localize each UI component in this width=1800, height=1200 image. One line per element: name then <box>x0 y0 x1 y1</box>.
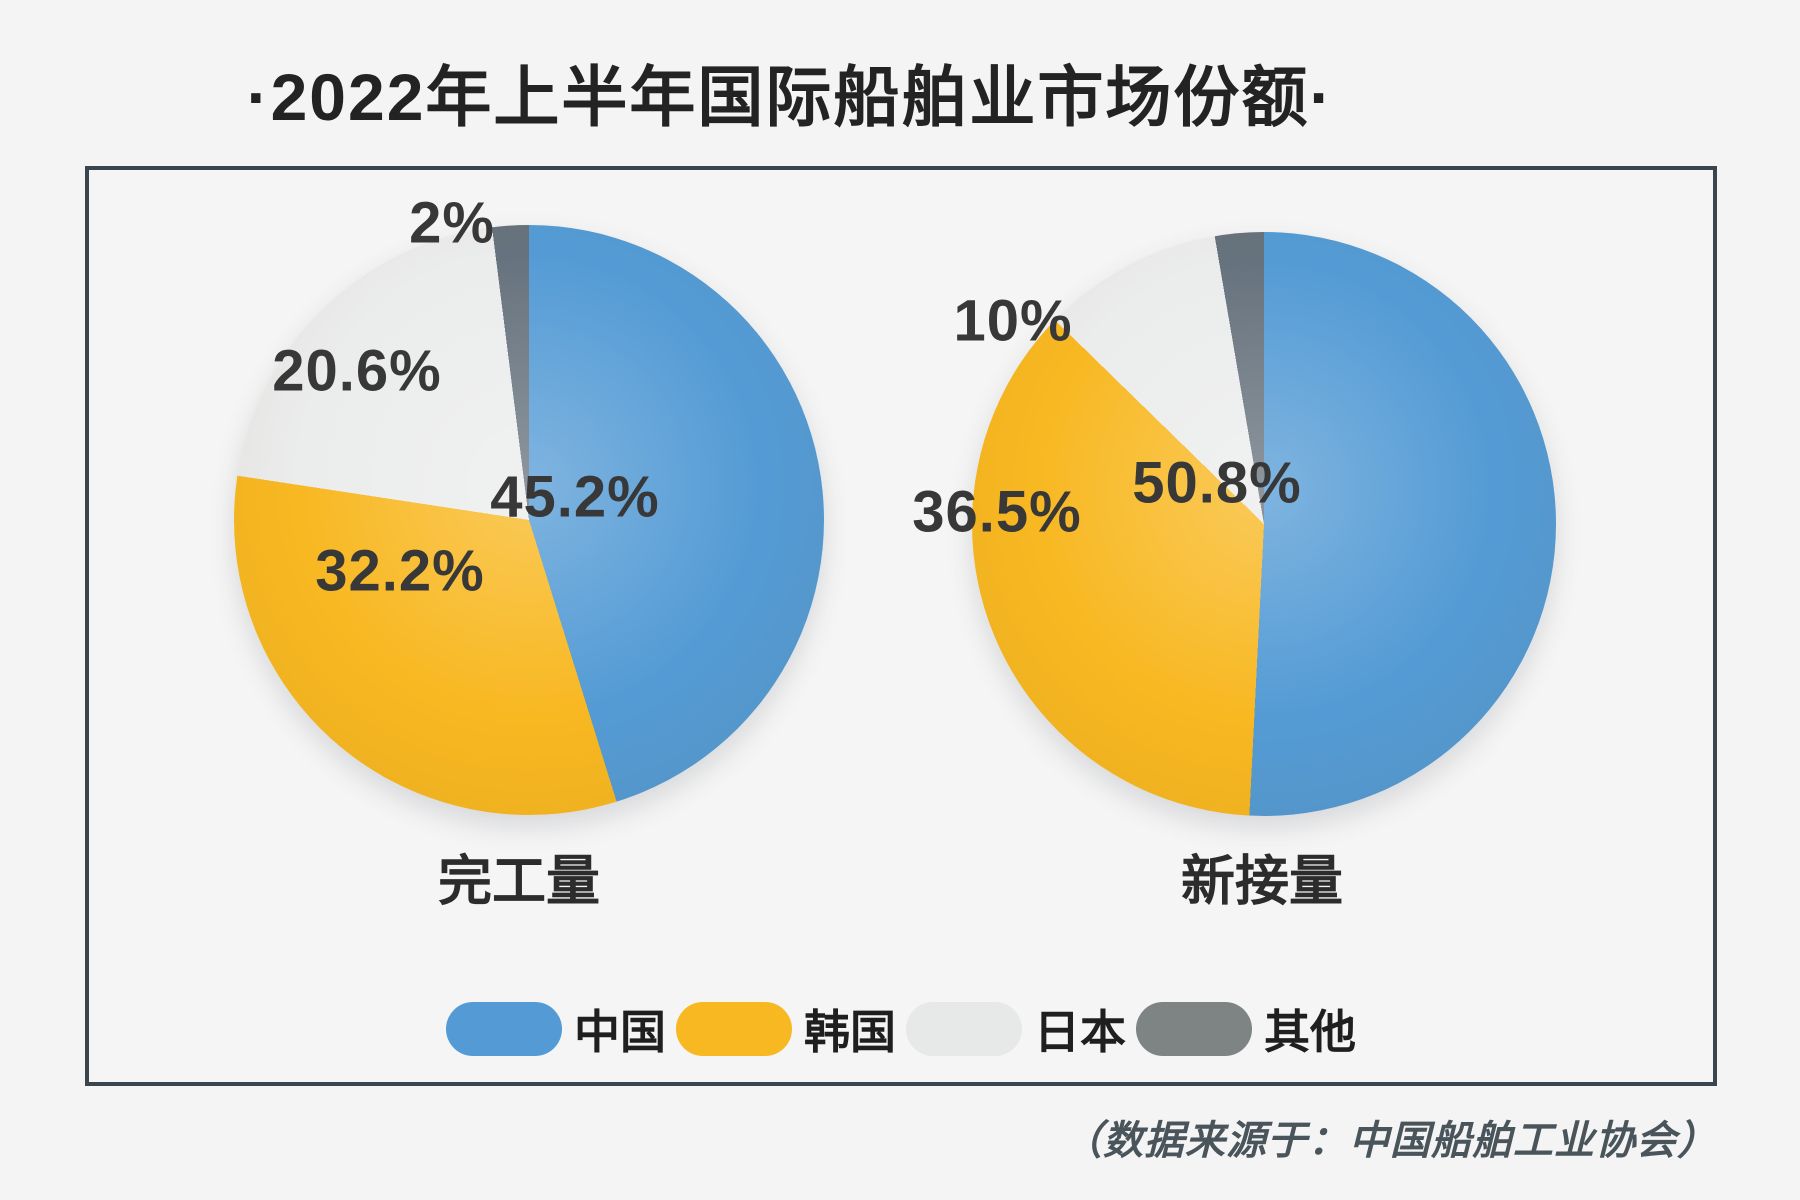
legend-swatch-korea <box>676 1002 792 1056</box>
legend-item-other: 其他 <box>1136 996 1356 1062</box>
legend-swatch-china <box>446 1002 562 1056</box>
legend-swatch-other <box>1136 1002 1252 1056</box>
data-source-note: （数据来源于：中国船舶工业协会） <box>1062 1119 1718 1163</box>
pie-caption-completion: 完工量 <box>438 851 600 912</box>
legend: 中国 韩国 日本 其他 <box>85 996 1717 1062</box>
page-title: ·2022年上半年国际船舶业市场份额· <box>246 60 1334 134</box>
slice-label-completion-other: 2% <box>409 190 495 256</box>
slice-label-completion-korea: 32.2% <box>315 538 485 604</box>
slice-label-completion-japan: 20.6% <box>272 338 442 404</box>
slice-label-neworders-korea: 36.5% <box>912 479 1082 545</box>
legend-label-japan: 日本 <box>1034 1006 1126 1058</box>
slice-label-completion-china: 45.2% <box>490 464 660 530</box>
slice-label-neworders-japan: 10% <box>953 288 1073 354</box>
pie-caption-new-orders: 新接量 <box>1181 851 1343 912</box>
legend-label-other: 其他 <box>1264 1006 1356 1058</box>
legend-swatch-japan <box>906 1002 1022 1056</box>
legend-label-korea: 韩国 <box>804 1006 896 1058</box>
legend-item-china: 中国 <box>446 996 666 1062</box>
legend-item-japan: 日本 <box>906 996 1126 1062</box>
legend-item-korea: 韩国 <box>676 996 896 1062</box>
slice-label-neworders-china: 50.8% <box>1132 450 1302 516</box>
pie-chart-completion <box>234 225 824 815</box>
legend-label-china: 中国 <box>574 1006 666 1058</box>
pie-chart-new-orders <box>972 232 1556 816</box>
